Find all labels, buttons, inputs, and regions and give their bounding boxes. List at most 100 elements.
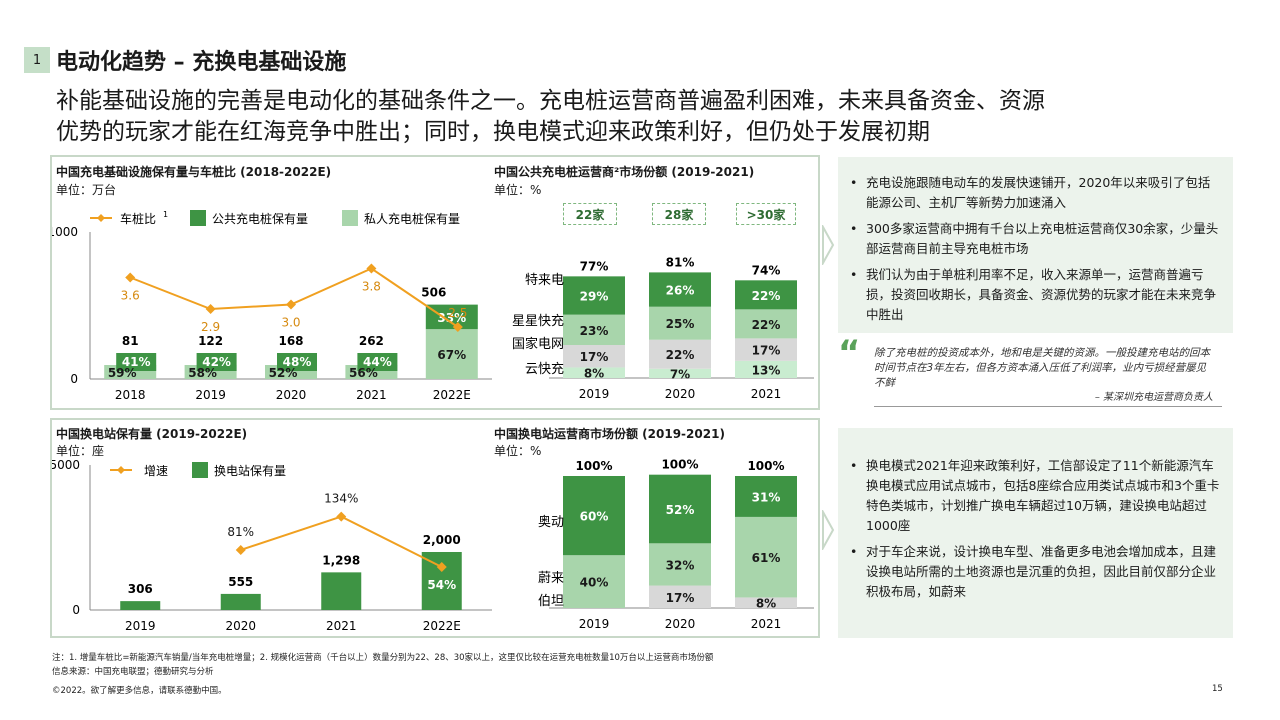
public-share-label: 48% [283, 355, 312, 369]
public-bar [357, 353, 398, 371]
row-label: 特来电 [525, 273, 564, 288]
ratio-value-label: 3.6 [121, 289, 140, 303]
station-value-label: 306 [128, 582, 153, 596]
share-value-label: 17% [580, 350, 609, 364]
private-share-label: 59% [108, 366, 137, 380]
share-bar-segment [735, 597, 797, 608]
share-bar-segment [735, 338, 797, 361]
quote-block: “ 除了充电桩的投资成本外，地和电是关键的资源。一般投建充电站的回本时间节点在3… [838, 334, 1233, 410]
legend-private-swatch [342, 210, 358, 226]
share-bar-segment [563, 276, 625, 315]
total-label: 81 [122, 334, 139, 348]
page-number: 15 [1212, 684, 1223, 694]
y-tick-label: 0 [72, 603, 80, 617]
swap-share-unit: 单位：% [494, 444, 542, 458]
charging-chart-title: 中国充电基础设施保有量与车桩比 (2018-2022E) [56, 165, 332, 179]
x-tick-label: 2020 [276, 388, 307, 402]
operator-tag-2021: >30家 [736, 203, 796, 225]
legend-private-label: 私人充电桩保有量 [364, 211, 460, 226]
public-share-label: 44% [363, 355, 392, 369]
swap-stations-chart: 5000 0 306 2019 555 2020 1,298 2021 2,000 2022E 81… [52, 458, 492, 633]
quote-mark-icon: “ [838, 333, 861, 373]
arrow-right-icon [822, 225, 835, 265]
share-value-label: 23% [580, 324, 609, 338]
total-share-label: 77% [580, 259, 609, 273]
x-tick-label: 2019 [579, 387, 610, 401]
swap-share-title: 中国换电站运营商市场份额 (2019-2021) [494, 427, 725, 441]
total-share-label: 74% [752, 263, 781, 277]
legend-public-swatch [190, 210, 206, 226]
quote-divider [874, 406, 1222, 407]
share-value-label: 52% [666, 503, 695, 517]
swap-panel [50, 418, 820, 638]
swap-share-chart: 40% 60% 100% 2019 17% 32% 52% 100% 2020 8% 61% 31% 1… [538, 458, 814, 631]
swap-legend: 增速 换电站保有量 [110, 462, 286, 478]
public-bar [196, 353, 237, 371]
swap-chart-title: 中国换电站保有量 (2019-2022E) [56, 427, 248, 441]
share-bar-segment [563, 476, 625, 556]
share-bar-segment [649, 339, 711, 369]
swap-chart-unit: 单位：座 [56, 444, 105, 458]
insight-bullet: 300多家运营商中拥有千台以上充电桩运营商仅30余家，少量头部运营商目前主导充电… [846, 219, 1221, 259]
station-bar [421, 552, 462, 610]
private-bar [425, 329, 478, 379]
share-value-label: 13% [752, 363, 781, 377]
share-value-label: 31% [752, 490, 781, 504]
operator-share-chart: 8% 17% 23% 29% 77% 2019 7% 22% 25% 26% 81% 2020 13% 1… [512, 255, 814, 401]
insight-box-charging: 充电设施跟随电动车的发展快速铺开，2020年以来吸引了包括能源公司、主机厂等新势… [838, 157, 1233, 333]
x-tick-label: 2021 [751, 387, 782, 401]
subtitle-line-2: 优势的玩家才能在红海竞争中胜出；同时，换电模式迎来政策利好，但仍处于发展初期 [56, 119, 930, 145]
charging-chart-unit: 单位：万台 [56, 183, 117, 197]
x-tick-label: 2022E [433, 388, 471, 402]
total-share-label: 81% [666, 255, 695, 269]
share-value-label: 25% [666, 317, 695, 331]
share-bar-segment [649, 272, 711, 307]
total-share-label: 100% [747, 459, 784, 473]
share-bar-segment [649, 474, 711, 544]
row-label: 国家电网 [512, 336, 564, 352]
quote-text: 除了充电桩的投资成本外，地和电是关键的资源。一般投建充电站的回本时间节点在3年左… [874, 347, 1210, 389]
operator-tag-2020: 28家 [652, 203, 706, 225]
public-bar [116, 353, 157, 371]
ratio-marker [366, 263, 377, 274]
share-bar-segment [563, 345, 625, 368]
y-tick-label: 0 [70, 372, 78, 386]
legend-ratio-sup: 1 [163, 210, 168, 219]
ratio-marker [452, 322, 463, 332]
legend-stations-label: 换电站保有量 [214, 464, 286, 478]
row-label: 伯坦 [538, 594, 564, 609]
growth-marker [436, 561, 447, 572]
legend-ratio-label: 车桩比 [120, 211, 156, 226]
charging-legend: 车桩比 1 公共充电桩保有量 私人充电桩保有量 [90, 210, 460, 226]
ratio-value-label: 2.9 [201, 320, 220, 334]
x-tick-label: 2019 [125, 619, 156, 633]
public-share-label: 42% [202, 355, 231, 369]
quote-source: – 某深圳充电运营商负责人 [1094, 392, 1213, 403]
operator-chart-title: 中国公共充电桩运营商²市场份额 (2019-2021) [494, 165, 755, 179]
total-share-label: 100% [575, 459, 612, 473]
station-value-label: 555 [228, 575, 253, 589]
share-bar-segment [735, 309, 797, 339]
public-bar [277, 353, 317, 371]
share-value-label: 26% [666, 284, 695, 298]
share-bar-segment [563, 314, 625, 345]
source-note: 信息来源：中国充电联盟；德勤研究与分析 [52, 667, 214, 677]
section-badge: 1 [24, 47, 50, 73]
x-tick-label: 2021 [751, 617, 782, 631]
insight-box-swap: 换电模式2021年迎来政策利好，工信部设定了11个新能源汽车换电模式应用试点城市… [838, 428, 1233, 638]
insight-bullet: 换电模式2021年迎来政策利好，工信部设定了11个新能源汽车换电模式应用试点城市… [846, 456, 1221, 536]
share-bar-segment [649, 585, 711, 608]
growth-marker [336, 511, 347, 522]
insight-bullet: 我们认为由于单桩利用率不足，收入来源单一，运营商普遍亏损，投资回收期长，具备资金… [846, 265, 1221, 325]
share-bar-segment [735, 516, 797, 598]
private-share-label: 58% [188, 366, 217, 380]
share-value-label: 22% [666, 348, 695, 362]
share-value-label: 8% [584, 367, 604, 381]
page-title: 电动化趋势 – 充换电基础设施 [56, 50, 347, 75]
row-label: 奥动 [538, 515, 564, 530]
x-tick-label: 2021 [356, 388, 387, 402]
share-bar-segment [563, 555, 625, 608]
station-value-label: 1,298 [322, 553, 360, 567]
total-share-label: 100% [661, 458, 698, 472]
operator-chart-unit: 单位：% [494, 183, 542, 197]
